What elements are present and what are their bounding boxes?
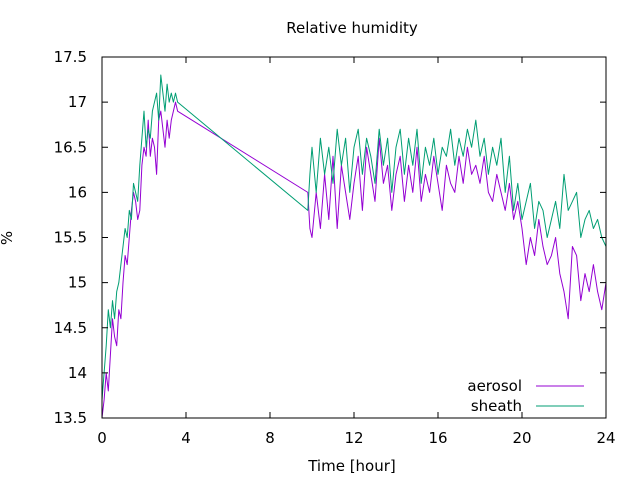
y-tick-label: 15.5 (54, 229, 87, 247)
y-tick-label: 17.5 (54, 48, 87, 66)
x-tick-label: 8 (265, 429, 275, 447)
y-axis-title: % (0, 231, 16, 245)
y-tick-label: 15 (68, 274, 87, 292)
legend: aerosol sheath (467, 377, 584, 415)
y-tick-label: 14 (68, 364, 87, 382)
series-layer (101, 74, 607, 419)
chart-title: Relative humidity (286, 19, 418, 37)
x-axis-title: Time [hour] (307, 457, 396, 475)
y-axis: 13.5 14 14.5 15 15.5 16 16.5 17 17.5 (54, 48, 606, 427)
x-tick-label: 12 (344, 429, 363, 447)
series-line-aerosol (101, 101, 607, 419)
x-tick-label: 4 (181, 429, 191, 447)
y-tick-label: 14.5 (54, 319, 87, 337)
legend-label-sheath: sheath (471, 397, 522, 415)
x-tick-label: 16 (428, 429, 447, 447)
x-tick-label: 20 (512, 429, 531, 447)
x-tick-label: 24 (596, 429, 615, 447)
y-tick-label: 16.5 (54, 138, 87, 156)
series-line-sheath (101, 74, 607, 400)
y-tick-label: 16 (68, 183, 87, 201)
x-tick-label: 0 (97, 429, 107, 447)
legend-label-aerosol: aerosol (467, 377, 522, 395)
y-tick-label: 17 (68, 93, 87, 111)
x-axis: 0 4 8 12 16 20 24 (97, 57, 616, 447)
y-tick-label: 13.5 (54, 409, 87, 427)
